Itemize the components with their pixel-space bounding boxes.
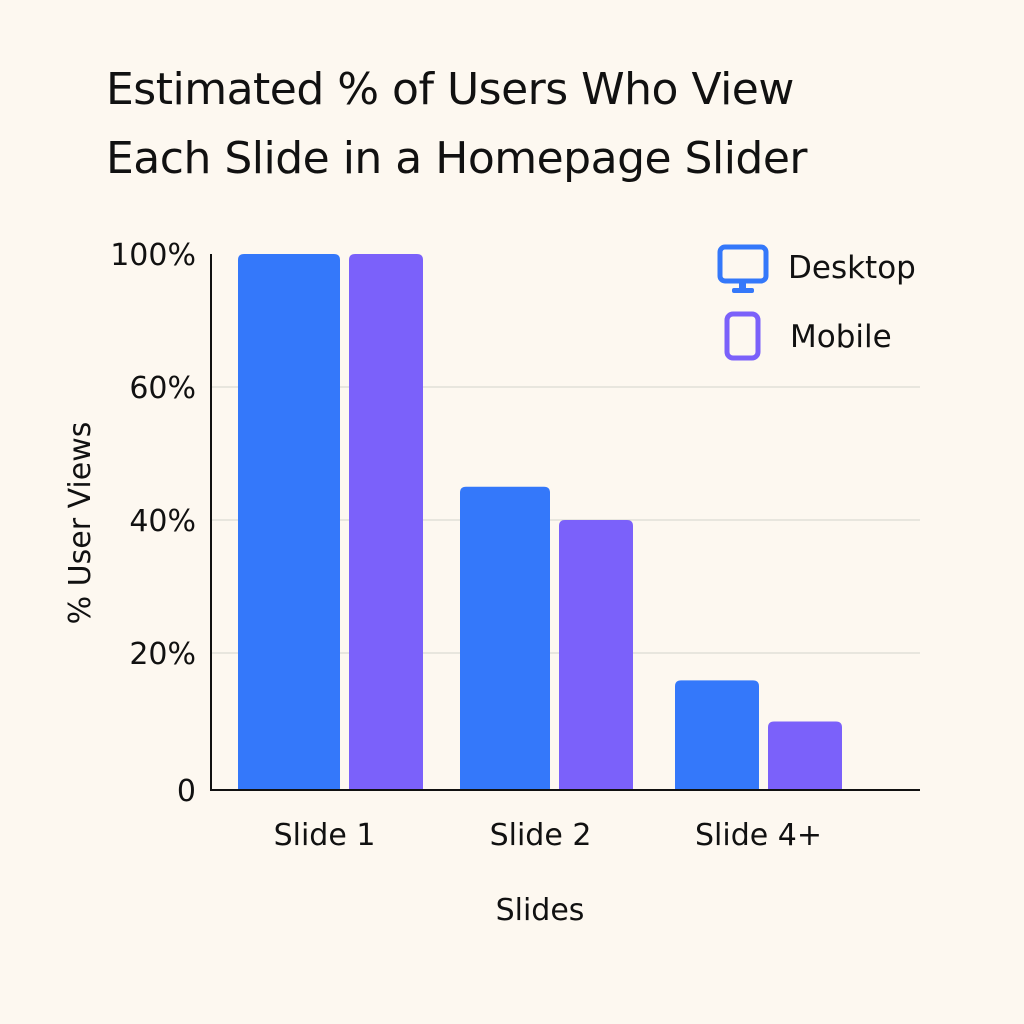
y-tick-label: 100% [110,238,196,273]
bar-mobile-slide-4 [768,721,842,790]
monitor-icon [717,244,769,293]
bar-desktop-slide-2 [460,486,550,790]
bar-desktop-slide-4 [675,680,759,790]
x-tick-label: Slide 2 [490,818,592,853]
legend-label-mobile: Mobile [790,319,892,355]
bar-desktop-slide-1 [238,254,340,790]
y-tick-label: 60% [129,371,196,406]
axes [210,254,920,791]
y-axis-title: % User Views [63,422,98,625]
bar-mobile-slide-2 [559,520,633,790]
bars [238,254,842,790]
chart-title-line-1: Estimated % of Users Who View [106,64,794,115]
x-tick-labels: Slide 1 Slide 2 Slide 4+ [274,818,822,853]
legend-label-desktop: Desktop [788,250,916,286]
bar-mobile-slide-1 [349,254,423,790]
chart-title-line-2: Each Slide in a Homepage Slider [106,133,808,184]
smartphone-icon [724,311,761,361]
y-tick-label: 20% [129,637,196,672]
y-tick-label: 0 [177,774,196,809]
x-tick-label: Slide 4+ [695,818,822,853]
legend [717,244,769,361]
y-tick-label: 40% [129,504,196,539]
x-axis-title: Slides [496,893,585,928]
y-tick-labels: 0 20% 40% 60% 100% [110,238,196,809]
x-tick-label: Slide 1 [274,818,376,853]
